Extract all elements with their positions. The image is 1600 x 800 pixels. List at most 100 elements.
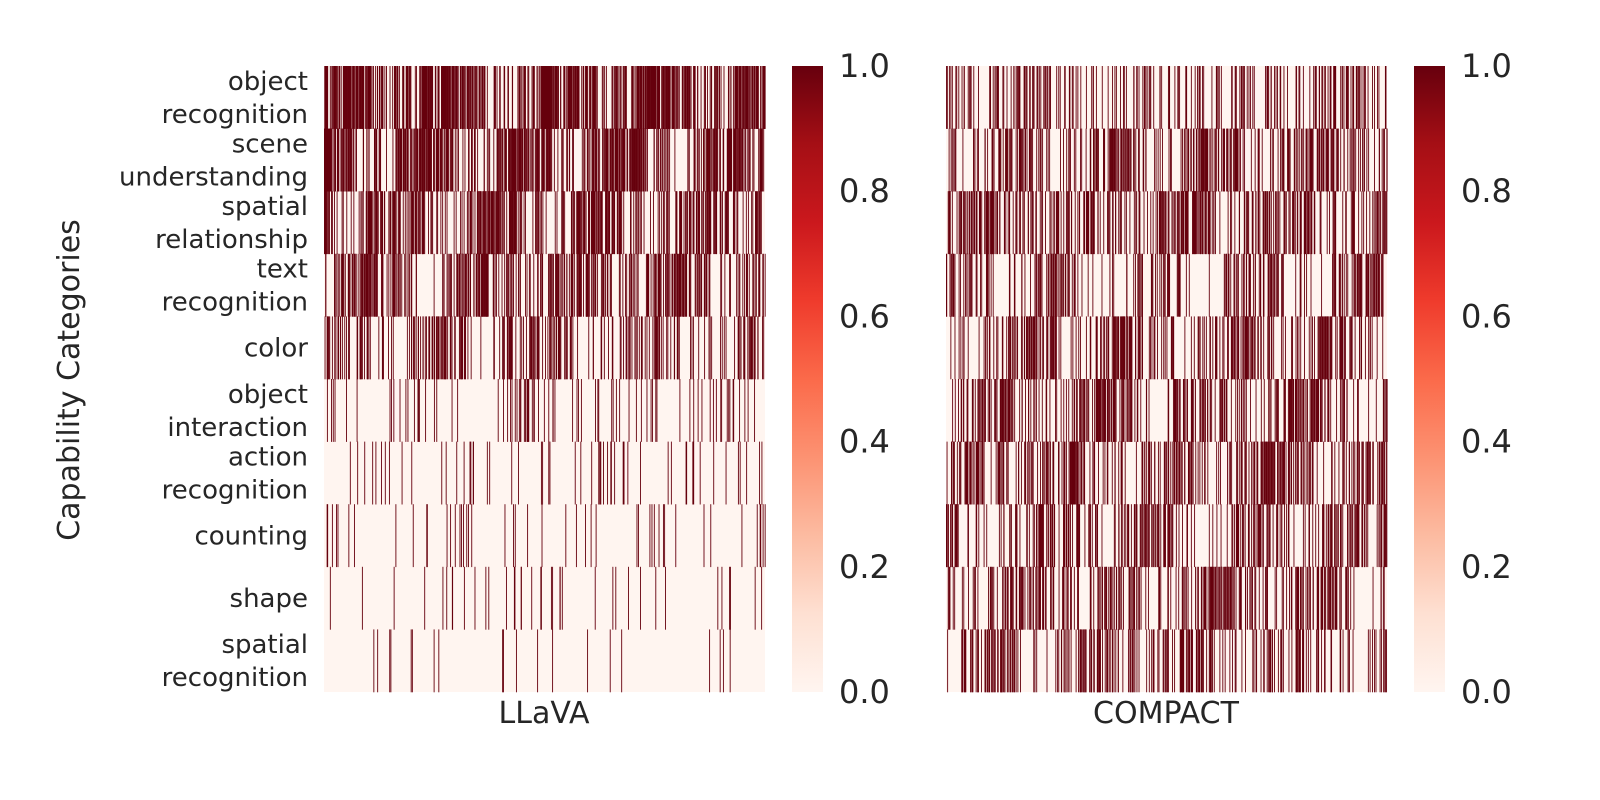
heatmap-cell [538, 66, 540, 129]
heatmap-cell [986, 191, 988, 255]
heatmap-cell [1265, 566, 1267, 630]
heatmap-cell [1327, 128, 1329, 192]
heatmap-cell [656, 316, 658, 380]
heatmap-cell [1315, 66, 1317, 129]
heatmap-cell [585, 66, 587, 129]
heatmap-cell [1244, 191, 1246, 255]
heatmap-cell [1130, 128, 1132, 192]
heatmap-cell [469, 66, 471, 129]
heatmap-cell [1109, 379, 1111, 442]
heatmap-cell [346, 66, 348, 129]
heatmap-cell [761, 128, 763, 192]
heatmap-cell [715, 128, 716, 192]
heatmap-cell [971, 191, 973, 255]
heatmap-cell [461, 504, 462, 568]
heatmap-cell [967, 316, 969, 380]
heatmap-cell [535, 316, 537, 380]
heatmap-cell [549, 316, 551, 380]
heatmap-cell [540, 191, 542, 255]
heatmap-cell [346, 191, 348, 255]
heatmap-cell [1162, 191, 1164, 255]
heatmap-cell [1224, 629, 1226, 693]
heatmap-cell [457, 66, 459, 129]
heatmap-cell [762, 128, 763, 192]
heatmap-cell [702, 128, 704, 192]
heatmap-cell [1035, 379, 1037, 442]
heatmap-cell [394, 253, 396, 317]
heatmap-cell [950, 504, 952, 568]
heatmap-cell [565, 316, 567, 380]
heatmap-cell [1015, 504, 1016, 568]
heatmap-cell [571, 191, 573, 255]
heatmap-cell [1138, 191, 1140, 255]
heatmap-cell [525, 128, 527, 192]
heatmap-cell [577, 253, 579, 317]
heatmap-cell [659, 191, 661, 255]
heatmap-cell [1286, 566, 1288, 630]
heatmap-cell [1287, 379, 1289, 442]
heatmap-cell [1007, 191, 1009, 255]
heatmap-cell [973, 566, 975, 630]
heatmap-cell [583, 128, 585, 192]
heatmap-cell [1030, 253, 1031, 317]
heatmap-cell [746, 441, 748, 505]
heatmap-cell [690, 316, 691, 380]
heatmap-cell [1299, 253, 1301, 317]
heatmap-cell [1068, 128, 1070, 192]
heatmap-cell [464, 128, 466, 192]
heatmap-cell [1302, 379, 1304, 442]
heatmap-cell [359, 253, 361, 317]
heatmap-cell [1230, 128, 1231, 192]
heatmap-cell [1219, 191, 1221, 255]
heatmap-cell [1225, 379, 1227, 442]
heatmap-cell [433, 253, 435, 317]
heatmap-cell [1297, 191, 1299, 255]
heatmap-cell [1184, 316, 1186, 380]
heatmap-cell [950, 504, 952, 568]
heatmap-cell [991, 191, 993, 255]
heatmap-cell [969, 441, 971, 505]
heatmap-cell [500, 191, 502, 255]
heatmap-cell [1378, 504, 1380, 568]
heatmap-cell [757, 66, 759, 129]
heatmap-cell [337, 128, 339, 192]
heatmap-cell [1249, 566, 1251, 630]
heatmap-cell [523, 191, 525, 255]
heatmap-cell [1316, 441, 1318, 505]
heatmap-cell [1162, 253, 1164, 317]
heatmap-cell [367, 316, 369, 380]
heatmap-cell [1077, 191, 1079, 255]
heatmap-cell [408, 253, 410, 317]
heatmap-cell [451, 128, 452, 192]
heatmap-cell [1043, 566, 1045, 630]
heatmap-cell [424, 191, 426, 255]
heatmap-cell [1110, 128, 1111, 192]
heatmap-cell [691, 316, 693, 380]
heatmap-cell [445, 316, 447, 380]
heatmap-cell [580, 441, 582, 505]
heatmap-cell [511, 191, 513, 255]
heatmap-cell [531, 566, 533, 630]
heatmap-cell [560, 316, 562, 380]
heatmap-cell [651, 66, 653, 129]
heatmap-cell [374, 128, 376, 192]
heatmap-cell [553, 316, 555, 380]
heatmap-cell [951, 253, 952, 317]
heatmap-cell [763, 66, 765, 129]
heatmap-cell [1117, 316, 1119, 380]
heatmap-cell [1347, 128, 1349, 192]
heatmap-cell [532, 128, 534, 192]
heatmap-cell [607, 191, 609, 255]
heatmap-cell [960, 191, 962, 255]
heatmap-cell [748, 128, 750, 192]
heatmap-cell [418, 379, 419, 442]
heatmap-cell [1267, 441, 1269, 505]
heatmap-cell [460, 191, 462, 255]
heatmap-cell [1017, 316, 1019, 380]
heatmap-cell [1215, 316, 1216, 380]
heatmap-cell [1114, 379, 1116, 442]
heatmap-cell [1167, 441, 1169, 505]
heatmap-cell [655, 66, 657, 129]
heatmap-cell [613, 128, 614, 192]
heatmap-cell [1199, 379, 1201, 442]
